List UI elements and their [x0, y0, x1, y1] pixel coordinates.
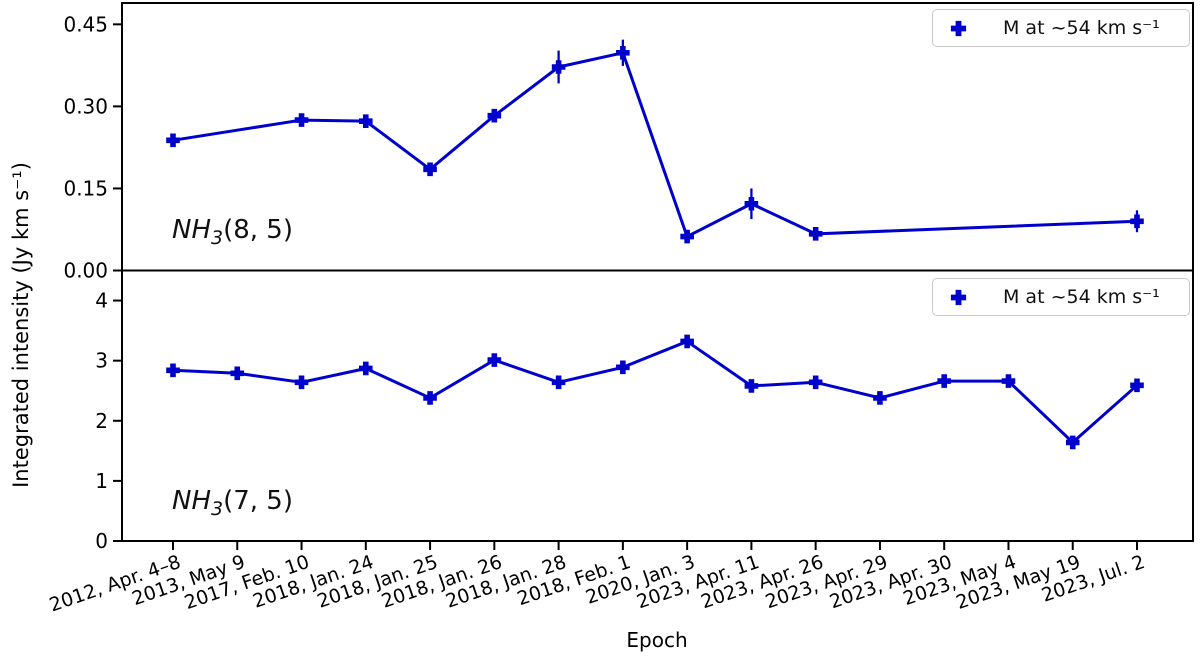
- data-point-marker: [166, 133, 180, 148]
- y-tick-label: 0.45: [63, 12, 108, 36]
- bottom-panel-annotation: NH3(7, 5): [172, 486, 293, 519]
- annotation-subscript: 3: [211, 227, 224, 250]
- data-point-marker: [937, 374, 951, 388]
- data-point-marker: [294, 375, 309, 390]
- annotation-molecule: NH: [172, 486, 211, 516]
- y-tick-label: 0: [95, 529, 108, 553]
- data-point-marker: [808, 375, 823, 390]
- x-axis-label: Epoch: [626, 628, 688, 652]
- axes-frame: [121, 2, 1194, 542]
- data-point-marker: [616, 45, 630, 60]
- data-point-marker: [616, 360, 630, 375]
- data-point-marker: [1001, 374, 1016, 388]
- data-point-marker: [359, 114, 373, 128]
- data-point-marker: [1130, 214, 1144, 229]
- data-point-marker: [1065, 435, 1080, 450]
- y-tick-label: 0.15: [63, 176, 108, 200]
- data-point-marker: [551, 375, 566, 390]
- annotation-molecule: NH: [172, 215, 211, 245]
- data-point-marker: [873, 391, 887, 405]
- data-point-marker: [487, 108, 502, 123]
- data-point-marker: [166, 363, 180, 378]
- data-point-marker: [744, 196, 759, 211]
- bottom-series-line: [171, 339, 1139, 444]
- y-axis-label: Integrated intensity (Jy km s⁻¹): [9, 162, 33, 488]
- plus-marker-icon: [950, 20, 967, 37]
- y-tick-label: 2: [95, 409, 108, 433]
- annotation-subscript: 3: [211, 498, 224, 521]
- data-point-marker: [359, 361, 373, 376]
- y-tick-label: 0.30: [63, 94, 108, 118]
- top-panel-legend: M at ~54 km s⁻¹: [932, 9, 1190, 47]
- plus-marker-icon: [950, 289, 967, 306]
- data-point-marker: [487, 353, 502, 367]
- y-tick-label: 3: [95, 349, 108, 373]
- annotation-transition: (7, 5): [223, 486, 293, 516]
- top-panel-annotation: NH3(8, 5): [172, 215, 293, 248]
- data-point-marker: [680, 334, 694, 349]
- data-point-marker: [551, 60, 566, 74]
- legend-label: M at ~54 km s⁻¹: [1003, 286, 1160, 308]
- data-point-marker: [230, 366, 245, 381]
- annotation-transition: (8, 5): [223, 215, 293, 245]
- data-point-marker: [423, 162, 437, 177]
- data-point-marker: [744, 379, 759, 393]
- y-tick-label: 1: [95, 469, 108, 493]
- data-point-marker: [808, 227, 823, 241]
- y-tick-label: 4: [95, 289, 108, 313]
- y-tick-label: 0.00: [63, 259, 108, 283]
- data-point-marker: [680, 229, 694, 244]
- bottom-panel-legend: M at ~54 km s⁻¹: [932, 278, 1190, 316]
- top-series-line: [171, 51, 1139, 239]
- data-point-marker: [1130, 378, 1144, 393]
- data-point-marker: [294, 113, 309, 127]
- legend-label: M at ~54 km s⁻¹: [1003, 17, 1160, 39]
- data-point-marker: [423, 391, 437, 405]
